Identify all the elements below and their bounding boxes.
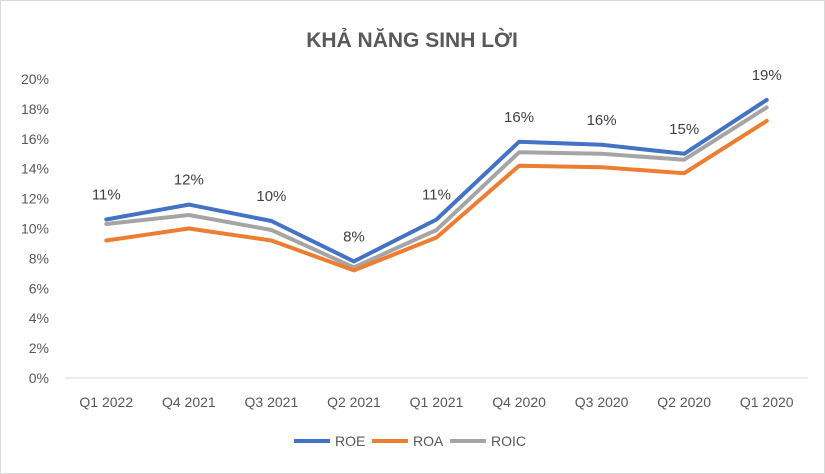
series-line-roa xyxy=(104,118,769,273)
series-lines xyxy=(104,97,769,273)
y-tick-label: 6% xyxy=(29,280,49,296)
data-labels: 11% 12% 10% 8% 11% 16% 16% 15% 19% xyxy=(92,67,782,245)
series-line-roe xyxy=(104,97,769,264)
y-tick-label: 4% xyxy=(29,310,49,326)
x-tick-label: Q4 2021 xyxy=(162,394,216,410)
y-tick-label: 0% xyxy=(29,370,49,386)
data-label: 16% xyxy=(504,109,534,126)
series-line-roic xyxy=(104,105,769,270)
y-axis-ticks: 0% 2% 4% 6% 8% 10% 12% 14% 16% 18% 20% xyxy=(21,71,49,386)
y-tick-label: 16% xyxy=(21,131,49,147)
legend-label: ROE xyxy=(335,433,365,449)
data-label: 15% xyxy=(669,121,699,138)
data-label: 16% xyxy=(587,112,617,129)
data-label: 12% xyxy=(174,172,204,189)
x-tick-label: Q1 2021 xyxy=(410,394,464,410)
x-tick-label: Q1 2020 xyxy=(740,394,794,410)
y-tick-label: 14% xyxy=(21,161,49,177)
y-tick-label: 18% xyxy=(21,101,49,117)
data-label: 11% xyxy=(92,187,121,204)
y-tick-label: 10% xyxy=(21,221,49,237)
x-tick-label: Q3 2020 xyxy=(575,394,629,410)
legend: ROE ROA ROIC xyxy=(294,433,526,449)
x-axis-ticks: Q1 2022 Q4 2021 Q3 2021 Q2 2021 Q1 2021 Q4 20… xyxy=(79,394,793,410)
x-tick-label: Q3 2021 xyxy=(245,394,299,410)
legend-item-roic: ROIC xyxy=(450,433,526,449)
legend-item-roe: ROE xyxy=(294,433,365,449)
y-tick-label: 2% xyxy=(29,340,49,356)
data-label: 19% xyxy=(752,67,782,84)
legend-label: ROA xyxy=(413,433,444,449)
data-label: 8% xyxy=(343,228,365,245)
chart-title: KHẢ NĂNG SINH LỜI xyxy=(306,28,518,52)
data-label: 10% xyxy=(256,188,286,205)
legend-item-roa: ROA xyxy=(372,433,444,449)
data-label: 11% xyxy=(422,187,451,204)
x-tick-label: Q4 2020 xyxy=(492,394,546,410)
legend-label: ROIC xyxy=(491,433,526,449)
x-tick-label: Q2 2021 xyxy=(327,394,381,410)
y-tick-label: 8% xyxy=(29,250,49,266)
x-tick-label: Q2 2020 xyxy=(657,394,711,410)
x-tick-label: Q1 2022 xyxy=(79,394,133,410)
y-tick-label: 12% xyxy=(21,191,49,207)
y-tick-label: 20% xyxy=(21,71,49,87)
